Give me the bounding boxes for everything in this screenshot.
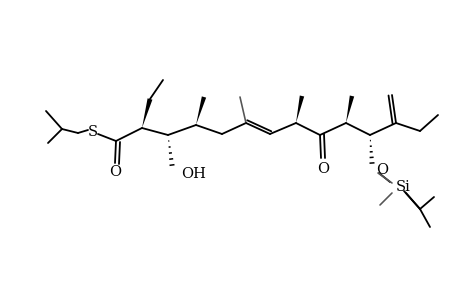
Polygon shape xyxy=(295,95,303,123)
Text: Si: Si xyxy=(395,180,410,194)
Text: O: O xyxy=(316,162,328,176)
Text: O: O xyxy=(109,165,121,179)
Polygon shape xyxy=(196,96,206,125)
Text: OH: OH xyxy=(180,167,206,181)
Polygon shape xyxy=(142,98,152,128)
Text: S: S xyxy=(88,125,98,139)
Polygon shape xyxy=(345,95,353,123)
Text: O: O xyxy=(375,163,387,177)
